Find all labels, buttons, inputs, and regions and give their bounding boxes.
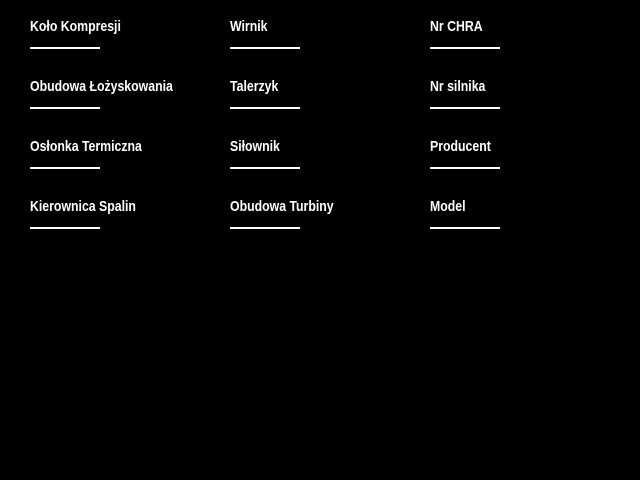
kolo-kompresji-entry-line[interactable] <box>30 47 100 49</box>
field-model: Model <box>430 198 625 240</box>
field-label: Nr CHRA <box>430 18 483 35</box>
model-entry-line[interactable] <box>430 227 500 229</box>
field-label: Osłonka Termiczna <box>30 138 142 155</box>
field-label: Model <box>430 198 466 215</box>
field-label: Nr silnika <box>430 78 486 95</box>
field-label: Siłownik <box>230 138 280 155</box>
nr-chra-entry-line[interactable] <box>430 47 500 49</box>
talerzyk-entry-line[interactable] <box>230 107 300 109</box>
field-label: Koło Kompresji <box>30 18 121 35</box>
field-kolo-kompresji: Koło Kompresji <box>30 18 225 60</box>
field-label: Kierownica Spalin <box>30 198 136 215</box>
field-label: Producent <box>430 138 491 155</box>
field-label: Talerzyk <box>230 78 279 95</box>
field-oslonka-termiczna: Osłonka Termiczna <box>30 138 225 180</box>
nr-silnika-entry-line[interactable] <box>430 107 500 109</box>
field-label: Obudowa Turbiny <box>230 198 334 215</box>
field-wirnik: Wirnik <box>230 18 425 60</box>
field-label: Obudowa Łożyskowania <box>30 78 173 95</box>
field-silownik: Siłownik <box>230 138 425 180</box>
field-obudowa-turbiny: Obudowa Turbiny <box>230 198 425 240</box>
field-obudowa-lozyskowania: Obudowa Łożyskowania <box>30 78 225 120</box>
wirnik-entry-line[interactable] <box>230 47 300 49</box>
oslonka-termiczna-entry-line[interactable] <box>30 167 100 169</box>
silownik-entry-line[interactable] <box>230 167 300 169</box>
field-label: Wirnik <box>230 18 268 35</box>
producent-entry-line[interactable] <box>430 167 500 169</box>
field-producent: Producent <box>430 138 625 180</box>
kierownica-spalin-entry-line[interactable] <box>30 227 100 229</box>
obudowa-lozyskowania-entry-line[interactable] <box>30 107 100 109</box>
obudowa-turbiny-entry-line[interactable] <box>230 227 300 229</box>
field-talerzyk: Talerzyk <box>230 78 425 120</box>
field-nr-chra: Nr CHRA <box>430 18 625 60</box>
field-nr-silnika: Nr silnika <box>430 78 625 120</box>
field-kierownica-spalin: Kierownica Spalin <box>30 198 225 240</box>
